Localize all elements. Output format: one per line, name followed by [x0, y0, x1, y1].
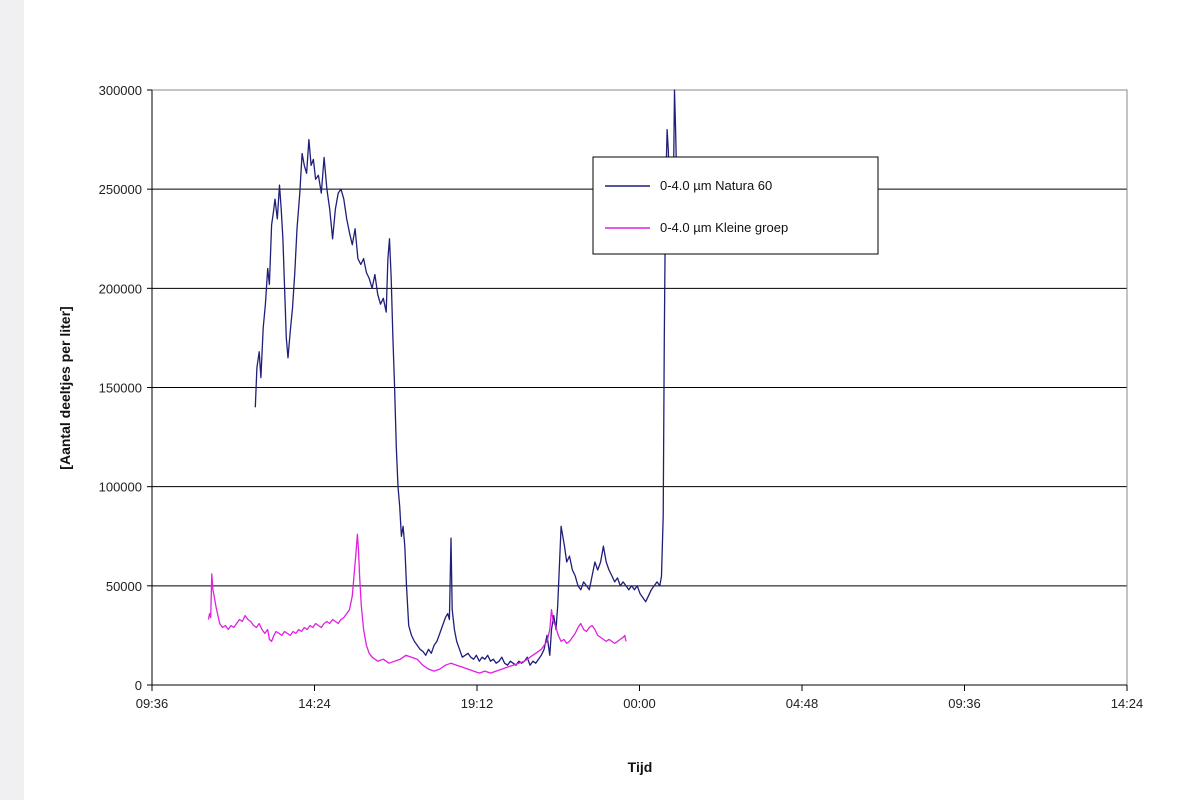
x-tick-label: 00:00 — [623, 696, 656, 711]
series-line-natura-60 — [254, 89, 680, 666]
legend-label-kleine-groep: 0-4.0 µm Kleine groep — [660, 220, 788, 235]
y-tick-label: 250000 — [99, 182, 142, 197]
legend-box — [592, 156, 879, 255]
legend-label-natura-60: 0-4.0 µm Natura 60 — [660, 178, 772, 193]
y-tick-label: 100000 — [99, 480, 142, 495]
x-tick-label: 14:24 — [1111, 696, 1144, 711]
page-margin-strip — [0, 0, 24, 800]
y-axis-label: [Aantal deeltjes per liter] — [57, 306, 73, 469]
y-tick-label: 300000 — [99, 83, 142, 98]
series-line-kleine-groep — [207, 533, 627, 674]
x-tick-label: 04:48 — [786, 696, 819, 711]
x-tick-label: 19:12 — [461, 696, 494, 711]
tick-labels: 0 50000 100000 150000 200000 250000 300000 09:3… — [99, 83, 1144, 711]
series-layer — [207, 89, 680, 674]
axes — [147, 89, 1128, 691]
legend: 0-4.0 µm Natura 60 0-4.0 µm Kleine groep — [592, 156, 879, 255]
x-axis-label: Tijd — [628, 759, 653, 775]
y-tick-label: 200000 — [99, 281, 142, 296]
y-tick-label: 0 — [135, 678, 142, 693]
y-tick-label: 50000 — [106, 579, 142, 594]
x-tick-label: 14:24 — [298, 696, 331, 711]
y-tick-label: 150000 — [99, 381, 142, 396]
x-tick-label: 09:36 — [948, 696, 981, 711]
x-tick-label: 09:36 — [136, 696, 169, 711]
